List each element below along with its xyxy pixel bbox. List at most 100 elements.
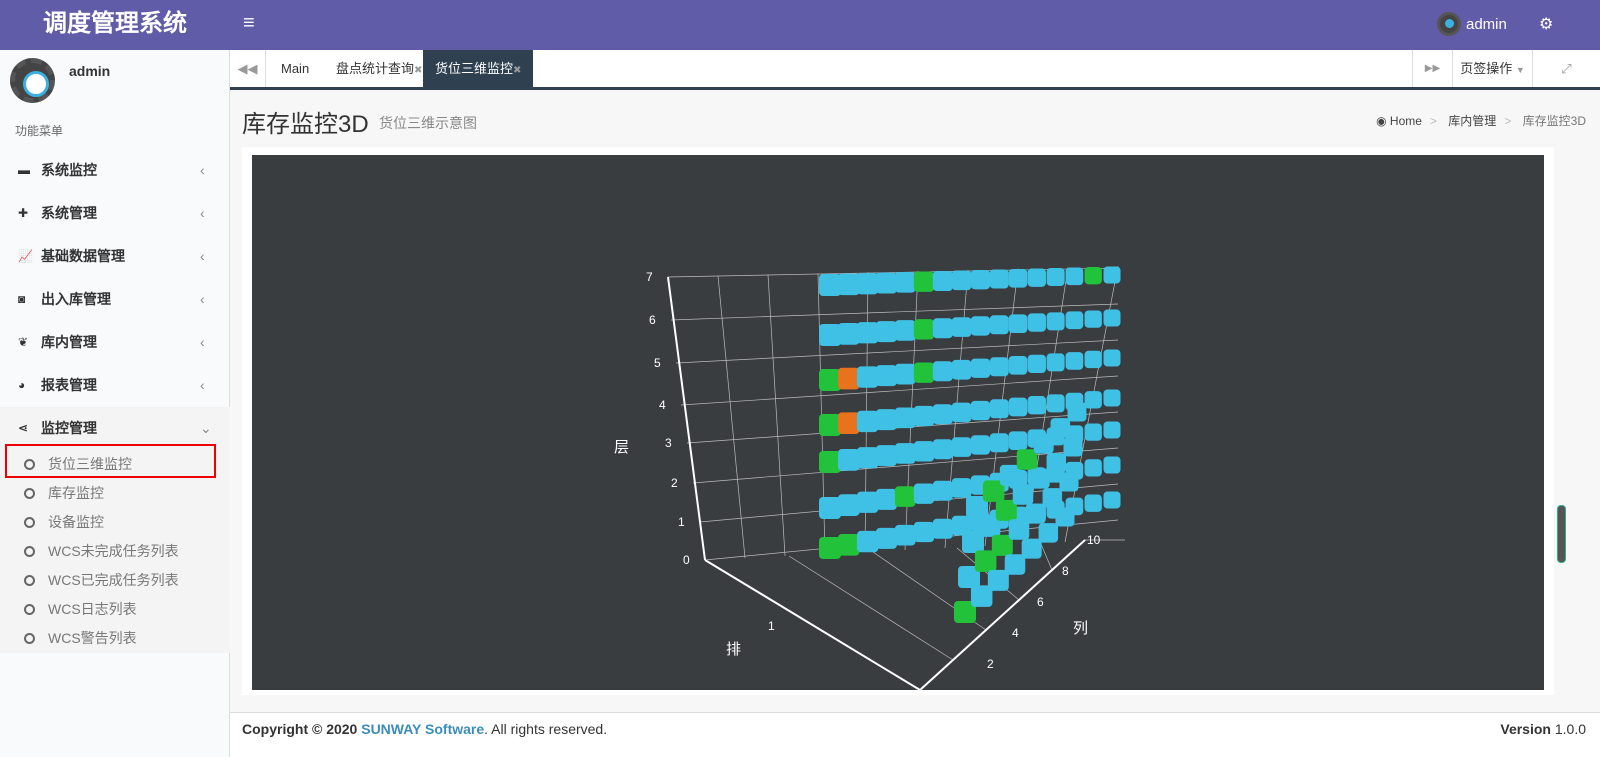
circle-icon — [24, 633, 35, 644]
storage-cell-occupied — [1046, 394, 1065, 413]
storage-cell-occupied — [1065, 352, 1084, 370]
chevron-icon: ‹ — [200, 291, 205, 307]
storage-cell-occupied — [1084, 350, 1102, 369]
storage-cell-occupied — [1103, 491, 1121, 509]
sidebar-item[interactable]: ◕ 报表管理 ‹ — [0, 364, 230, 407]
storage-cell-occupied — [913, 441, 935, 462]
storage-cell-locked — [837, 412, 860, 435]
tab-3d-monitor[interactable]: 货位三维监控✖ — [423, 50, 534, 87]
avatar[interactable] — [1437, 12, 1461, 36]
sidebar-item[interactable]: ❦ 库内管理 ‹ — [0, 321, 230, 364]
user-name[interactable]: admin — [1466, 16, 1507, 33]
close-icon[interactable]: ✖ — [513, 65, 522, 76]
circle-icon — [24, 546, 35, 557]
tab-inventory-query[interactable]: 盘点统计查询✖ — [336, 50, 422, 87]
storage-cell-occupied — [970, 358, 991, 378]
tab-ops-label: 页签操作 — [1460, 61, 1513, 76]
sidebar-item-label: 系统管理 — [41, 205, 97, 221]
storage-cell-occupied — [958, 566, 980, 588]
bars-icon[interactable]: ≡ — [243, 12, 255, 34]
fullscreen-icon[interactable]: ⤢ — [1532, 50, 1600, 87]
storage-cell-occupied — [819, 497, 841, 519]
sidebar-subitem-label: WCS未完成任务列表 — [48, 543, 179, 559]
y-axis-label: 列 — [1073, 620, 1088, 637]
cogs-icon[interactable]: ⚙ — [1539, 16, 1554, 33]
storage-cell-occupied — [837, 273, 860, 296]
tab-ops-dropdown[interactable]: 页签操作 ▼ — [1452, 50, 1532, 87]
storage-cell-occupied — [1008, 314, 1028, 333]
storage-cell-occupied — [970, 316, 991, 336]
page-subtitle: 货位三维示意图 — [379, 115, 477, 131]
chevron-icon: ‹ — [200, 162, 205, 178]
y-tick-label: 8 — [1062, 564, 1069, 578]
storage-cell-empty — [995, 499, 1017, 521]
sidebar-item[interactable]: ✚ 系统管理 ‹ — [0, 192, 230, 235]
grid-line — [675, 339, 1119, 364]
sidebar-item-label: 报表管理 — [41, 377, 97, 393]
sidebar-subitem[interactable]: WCS已完成任务列表 — [0, 566, 230, 595]
scrollbar[interactable] — [1557, 505, 1566, 563]
storage-cell-occupied — [999, 464, 1021, 486]
storage-cell-occupied — [932, 318, 953, 339]
storage-cell-occupied — [970, 585, 993, 607]
close-icon[interactable]: ✖ — [414, 65, 423, 76]
scroll-right-button[interactable]: ▶▶ — [1412, 50, 1452, 87]
sidebar-item-label: 出入库管理 — [41, 291, 111, 307]
storage-cell-occupied — [1103, 349, 1121, 367]
sidebar-subitem[interactable]: 库存监控 — [0, 479, 230, 508]
z-tick-label: 7 — [646, 270, 653, 284]
storage-cell-occupied — [894, 272, 916, 293]
storage-cell-occupied — [970, 270, 991, 290]
storage-cell-occupied — [970, 435, 991, 455]
storage-cell-locked — [837, 367, 860, 390]
storage-cell-occupied — [1065, 311, 1084, 330]
storage-cell-occupied — [932, 439, 953, 460]
storage-cell-empty — [974, 550, 997, 572]
sidebar-item[interactable]: ◙ 出入库管理 ‹ — [0, 278, 230, 321]
storage-cell-occupied — [951, 317, 972, 337]
sidebar-subitem[interactable]: WCS警告列表 — [0, 624, 230, 653]
storage-cell-occupied — [1103, 389, 1121, 407]
chart-3d[interactable]: 0 1 2 3 4 5 6 7 2 4 6 8 10 1 层排 列 — [252, 155, 1544, 690]
storage-cell-occupied — [1008, 519, 1030, 540]
top-navbar: 调度管理系统 ≡ admin ⚙ — [0, 0, 1600, 50]
z-axis-label: 层 — [614, 439, 629, 456]
sidebar-item[interactable]: ⋖ 监控管理 ⌄ — [0, 407, 230, 450]
storage-cell-occupied — [932, 518, 953, 539]
tab-main[interactable]: Main — [281, 61, 310, 76]
scroll-left-button[interactable]: ◀◀ — [230, 50, 266, 87]
brand-link[interactable]: SUNWAY Software — [361, 721, 485, 737]
storage-cell-occupied — [856, 273, 879, 295]
storage-cell-occupied — [1038, 523, 1059, 543]
storage-cell-occupied — [1063, 437, 1083, 457]
storage-cell-occupied — [962, 531, 984, 553]
app-title[interactable]: 调度管理系统 — [43, 10, 187, 37]
grid-line — [1040, 543, 1053, 571]
tab-bar: ◀◀ Main 盘点统计查询✖ 货位三维监控✖ ▶▶ 页签操作 ▼ ⤢ — [230, 50, 1600, 90]
storage-cell-occupied — [1103, 421, 1121, 439]
rss-icon: ◙ — [18, 292, 26, 306]
storage-cell-empty — [1084, 267, 1102, 285]
sidebar-subitem[interactable]: WCS未完成任务列表 — [0, 537, 230, 566]
sidebar-item-label: 监控管理 — [41, 420, 97, 436]
dashboard-icon: ◕ — [18, 378, 26, 392]
sidebar-item[interactable]: ▬ 系统监控 ‹ — [0, 149, 230, 192]
sidebar-item[interactable]: 📈 基础数据管理 ‹ — [0, 235, 230, 278]
storage-cell-occupied — [932, 361, 953, 382]
sidebar-subitem[interactable]: 设备监控 — [0, 508, 230, 537]
grid-line — [670, 303, 1119, 321]
z-tick-label: 6 — [649, 313, 656, 327]
storage-cell-occupied — [989, 399, 1009, 419]
sidebar-subitem[interactable]: 货位三维监控 — [0, 450, 230, 479]
sidebar-subitem[interactable]: WCS日志列表 — [0, 595, 230, 624]
storage-cell-occupied — [819, 324, 841, 346]
storage-cell-occupied — [1042, 488, 1063, 508]
footer: Copyright © 2020 SUNWAY Software. All ri… — [230, 712, 1600, 757]
storage-cell-occupied — [1103, 309, 1121, 327]
breadcrumb-home[interactable]: Home — [1389, 114, 1422, 128]
breadcrumb-item[interactable]: 库内管理 — [1448, 114, 1497, 128]
storage-cell-occupied — [951, 437, 972, 457]
storage-cell-occupied — [1027, 396, 1046, 415]
storage-cell-occupied — [894, 407, 916, 429]
storage-cell-occupied — [875, 272, 897, 294]
